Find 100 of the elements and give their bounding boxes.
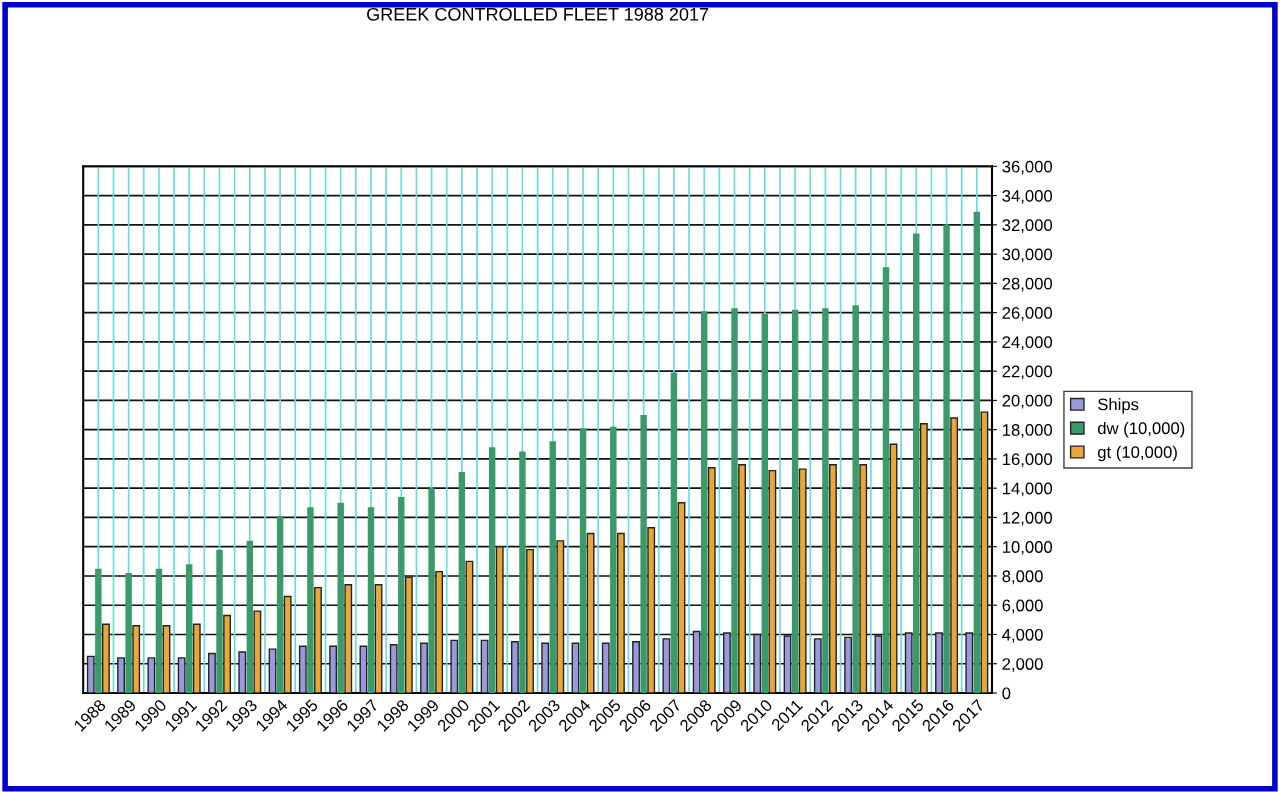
bar [791,309,799,693]
y-tick-label: 26,000 [1002,307,1053,321]
bar [337,502,344,693]
y-tick-label: 36,000 [1002,160,1053,175]
bar [640,415,647,693]
bar [117,657,125,693]
bar [579,428,587,693]
bar [798,468,807,693]
bar [374,584,383,693]
bar [307,507,314,693]
y-tick-label: 20,000 [1002,394,1053,409]
y-tick-label: 12,000 [1002,511,1053,526]
bar [155,568,163,693]
legend-label: dw (10,000) [1097,421,1185,438]
bar [844,636,853,693]
bar [458,472,466,693]
bar [398,496,405,693]
bar [616,532,625,693]
bar [610,426,617,693]
y-tick-label: 16,000 [1002,453,1053,468]
bar [86,655,95,693]
bar [276,515,284,693]
bar [359,645,368,693]
bar [813,638,822,693]
bar [913,233,920,693]
bar [829,464,837,693]
y-tick-label: 0 [1002,687,1011,700]
y-tick-label: 32,000 [1002,219,1053,234]
bar [329,645,338,693]
bar [186,564,193,693]
bar [943,224,950,693]
bar [510,641,519,693]
bar [783,635,792,693]
bar [246,540,254,693]
y-tick-label: 2,000 [1002,658,1043,672]
bar [177,657,186,693]
bar [541,642,550,693]
bar [268,648,277,693]
y-tick-label: 8,000 [1002,570,1043,585]
bar [216,549,223,693]
bar [488,447,496,693]
bar [761,314,769,693]
y-tick-label: 28,000 [1002,277,1053,292]
y-tick-label: 6,000 [1002,599,1043,614]
bar [700,311,708,693]
bar [707,467,716,693]
bar [132,625,141,693]
bar [298,645,307,693]
bar [208,652,216,693]
bar [314,586,322,693]
bar [723,632,731,693]
bar [95,568,102,693]
bar [519,451,526,693]
bar [428,488,435,693]
bar [738,464,746,693]
bar [852,305,859,693]
bar [822,308,829,693]
bar [882,267,890,693]
y-tick-label: 22,000 [1002,365,1053,380]
bar [980,411,989,693]
bar [935,632,943,693]
bar [692,630,701,693]
bar [768,469,777,693]
bar [677,502,686,693]
bar [874,635,883,693]
bar [450,639,459,693]
y-tick-label: 18,000 [1002,424,1053,438]
bar [586,532,595,693]
bar [965,632,974,693]
bar [147,657,156,693]
bar [670,372,678,693]
bar [367,507,375,693]
bar [919,423,928,693]
y-tick-label: 34,000 [1002,189,1053,204]
chart-title: GREEK CONTROLLED FLEET 1988 2017 [367,7,709,21]
bar [556,540,565,693]
bar [753,633,762,693]
bar [549,441,556,693]
bar [904,632,913,693]
bar [495,546,504,693]
bar [238,651,247,693]
bar [404,576,413,693]
bar [662,638,671,693]
bar [601,642,610,693]
y-tick-label: 24,000 [1002,336,1053,351]
bar [162,625,171,693]
bar [859,464,868,693]
bar [253,610,262,693]
legend-label: gt (10,000) [1097,445,1177,462]
bar [223,614,232,693]
bar [420,642,428,693]
bar [526,548,534,693]
bar [283,595,292,693]
bar [344,584,353,693]
bar [125,573,132,693]
bar [731,308,738,693]
bar [435,570,444,693]
bar [950,417,959,693]
y-tick-label: 10,000 [1002,541,1053,555]
bar [632,641,640,693]
